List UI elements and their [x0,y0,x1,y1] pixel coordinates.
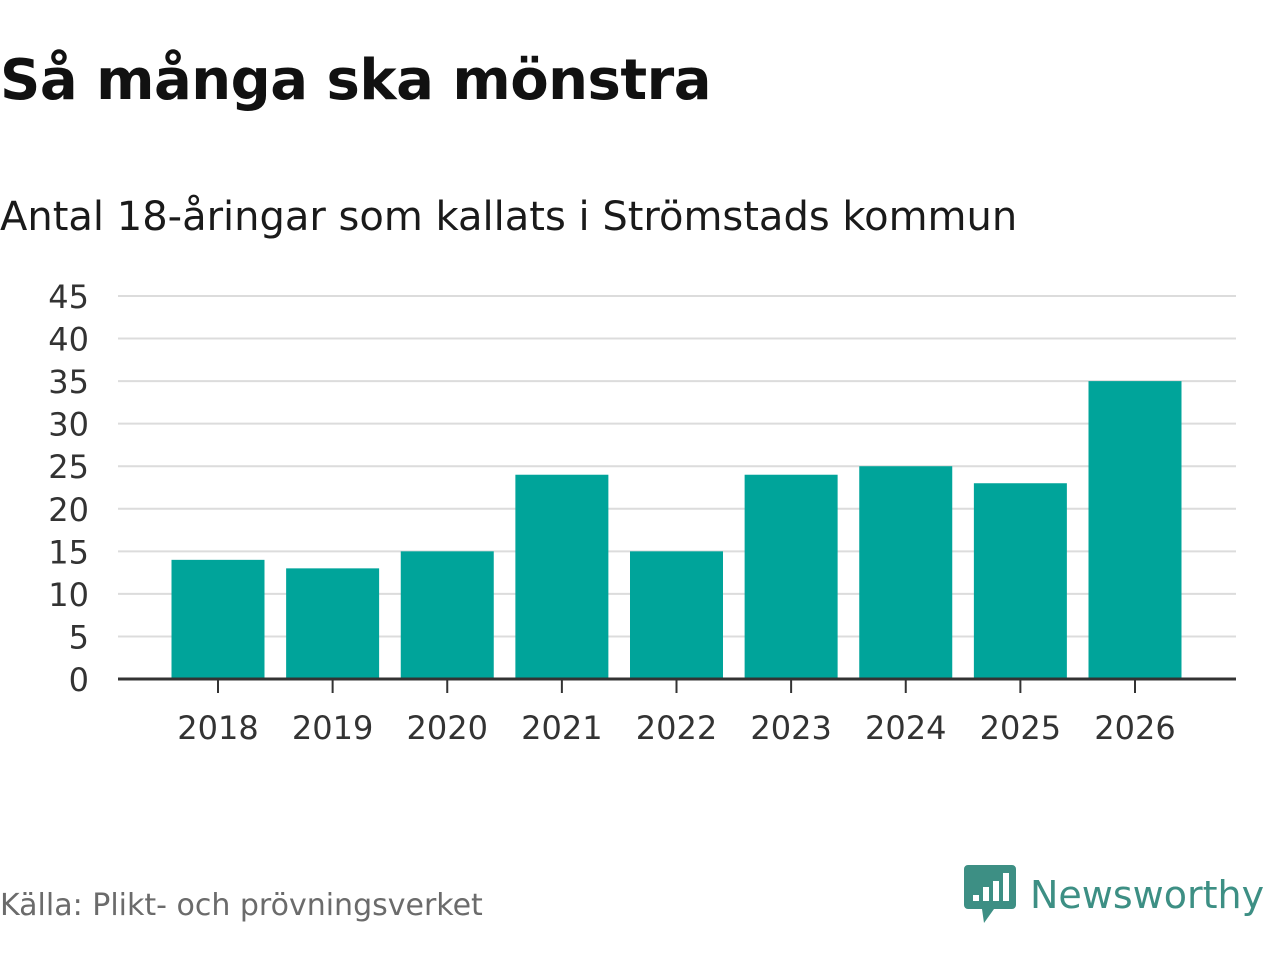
bar-2023 [744,474,838,679]
bar-2026 [1088,381,1182,679]
x-tick-label: 2018 [177,709,258,747]
brand-name: Newsworthy [1030,873,1265,917]
x-tick-label: 2020 [407,709,488,747]
bar-2018 [171,559,265,679]
y-axis-tick-labels: 0 5 10 15 20 25 30 35 40 45 [48,278,89,699]
chart-title: Så många ska mönstra [0,48,712,113]
chart-subtitle: Antal 18-åringar som kallats i Strömstad… [0,194,1018,240]
bar-2022 [630,551,723,679]
source-note: Källa: Plikt- och prövningsverket [0,888,483,923]
y-tick-label: 25 [48,448,89,486]
x-axis [118,677,1236,693]
y-tick-label: 35 [48,363,89,401]
y-tick-label: 20 [48,491,89,529]
bar-2019 [286,568,380,679]
bar-2020 [400,551,494,679]
x-tick-label: 2022 [636,709,717,747]
y-tick-label: 10 [48,576,89,614]
x-tick-label: 2024 [865,709,946,747]
bars [171,381,1182,679]
x-tick-label: 2021 [521,709,602,747]
y-tick-label: 0 [69,661,89,699]
y-tick-label: 5 [69,618,89,656]
bar-2025 [973,483,1067,679]
newsworthy-logo-icon [964,865,1016,923]
brand: Newsworthy [964,864,1264,926]
x-axis-tick-labels: 2018 2019 2020 2021 2022 2023 2024 2025 2026 [177,709,1175,747]
x-tick-label: 2026 [1094,709,1175,747]
y-tick-label: 40 [48,321,89,359]
bar-2024 [859,466,953,679]
bar-2021 [515,474,609,679]
x-tick-label: 2025 [980,709,1061,747]
x-tick-label: 2019 [292,709,373,747]
x-tick-label: 2023 [750,709,831,747]
y-tick-label: 30 [48,406,89,444]
y-tick-label: 15 [48,533,89,571]
y-tick-label: 45 [48,278,89,316]
